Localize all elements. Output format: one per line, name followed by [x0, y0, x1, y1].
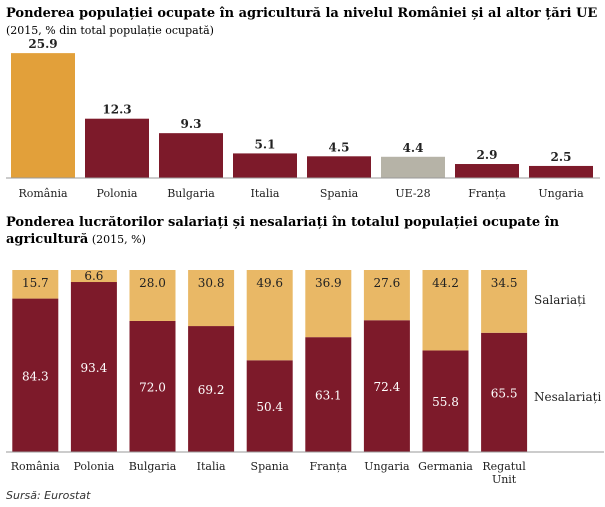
chart2-bar-salariati-2: [129, 270, 176, 321]
chart1-tick-label-2: Bulgaria: [167, 187, 215, 200]
chart2-bar-nesalariati-1: [70, 282, 117, 452]
chart2-bar-salariati-3: [188, 270, 235, 327]
chart2-tick-label-0: România: [11, 460, 60, 473]
chart2-tick-label-5: Franța: [310, 460, 348, 473]
chart2-value-label-salariati-5: 36.9: [315, 276, 342, 290]
chart1-tick-label-4: Spania: [320, 187, 359, 200]
chart2-tick-label-4: Spania: [251, 460, 290, 473]
chart2-value-label-nesalariati-3: 69.2: [198, 383, 225, 397]
chart-employment-share: Ponderea populației ocupate în agricultu…: [6, 6, 600, 200]
chart1-value-label-7: 2.5: [551, 150, 572, 164]
chart2-legend-nesalariati: Nesalariați: [534, 390, 601, 404]
chart1-bar-3: [233, 153, 297, 178]
chart1-value-label-3: 5.1: [255, 137, 276, 151]
chart1-value-label-2: 9.3: [181, 117, 202, 131]
chart2-tick-label-3: Italia: [197, 460, 226, 473]
source-note: Sursă: Eurostat: [6, 489, 91, 502]
chart2-tick-label-1: Polonia: [73, 460, 114, 473]
chart2-value-label-nesalariati-6: 72.4: [374, 380, 401, 394]
chart2-value-label-nesalariati-5: 63.1: [315, 389, 342, 403]
chart2-bar-salariati-0: [12, 270, 59, 299]
chart2-tick-label-6: Ungaria: [364, 460, 410, 473]
chart1-title: Ponderea populației ocupate în agricultu…: [6, 6, 597, 21]
chart2-value-label-nesalariati-8: 65.5: [491, 386, 518, 400]
chart1-bar-1: [85, 118, 149, 178]
chart2-bar-nesalariati-6: [363, 320, 410, 452]
chart2-bar-salariati-5: [305, 270, 352, 338]
chart1-bar-4: [307, 156, 371, 178]
chart2-value-label-salariati-6: 27.6: [374, 276, 401, 290]
chart1-tick-label-5: UE-28: [395, 187, 430, 200]
chart2-value-label-nesalariati-4: 50.4: [256, 400, 283, 414]
chart2-value-label-nesalariati-0: 84.3: [22, 369, 49, 383]
chart2-value-label-nesalariati-2: 72.0: [139, 380, 166, 394]
chart1-value-label-0: 25.9: [28, 37, 57, 51]
chart2-bar-nesalariati-5: [305, 337, 352, 452]
chart1-value-label-1: 12.3: [102, 103, 131, 117]
chart2-title-bold: Ponderea lucrătorilor salariați și nesal…: [6, 215, 560, 230]
chart1-bar-0: [11, 53, 75, 178]
chart2-tick-labels: România Polonia Bulgaria Italia Spania Franța…: [11, 460, 527, 486]
chart2-value-label-salariati-2: 28.0: [139, 276, 166, 290]
chart2-title-normal: (2015, %): [88, 233, 146, 246]
chart2-value-label-nesalariati-7: 55.8: [432, 395, 459, 409]
chart2-bar-nesalariati-0: [12, 298, 59, 452]
chart1-tick-label-3: Italia: [251, 187, 280, 200]
chart2-bar-nesalariati-3: [188, 326, 235, 452]
chart1-tick-label-6: Franța: [468, 187, 506, 200]
chart1-subtitle: (2015, % din total populație ocupată): [6, 24, 214, 37]
chart1-tick-labels: România Polonia Bulgaria Italia Spania UE-28 F…: [18, 187, 584, 200]
chart1-bar-7: [529, 165, 593, 178]
chart1-bars: 25.9 12.3 9.3 5.1 4.5 4.4 2.9 2.5: [11, 37, 593, 178]
chart2-value-label-salariati-7: 44.2: [432, 276, 459, 290]
chart2-tick-label-8-line1: Unit: [492, 473, 517, 486]
chart2-bar-nesalariati-4: [246, 360, 293, 452]
chart2-bars: 84.3 15.7 93.4 6.6 72.0 28.0 69.2 30.8 50.4 49.6 6…: [12, 269, 528, 452]
chart1-value-label-6: 2.9: [477, 148, 498, 162]
chart1-tick-label-1: Polonia: [97, 187, 138, 200]
chart1-bar-2: [159, 133, 223, 178]
chart2-value-label-nesalariati-1: 93.4: [81, 361, 108, 375]
chart2-tick-label-8: Regatul: [482, 460, 526, 473]
chart2-value-label-salariati-1: 6.6: [84, 269, 103, 283]
chart2-bar-salariati-6: [363, 270, 410, 321]
chart2-bar-nesalariati-2: [129, 320, 176, 452]
chart2-bar-salariati-8: [481, 270, 528, 333]
chart1-bar-5: [381, 156, 445, 178]
chart2-value-label-salariati-0: 15.7: [22, 276, 49, 290]
chart2-legend: Salariați Nesalariați: [534, 293, 601, 404]
chart2-bar-nesalariati-7: [422, 350, 469, 452]
chart2-value-label-salariati-8: 34.5: [491, 276, 518, 290]
chart2-bar-salariati-4: [246, 270, 293, 361]
chart2-tick-label-7: Germania: [418, 460, 473, 473]
chart2-value-label-salariati-3: 30.8: [198, 276, 225, 290]
chart2-legend-salariati: Salariați: [534, 293, 586, 307]
chart2-bar-salariati-7: [422, 270, 469, 351]
chart1-tick-label-0: România: [18, 187, 67, 200]
chart2-value-label-salariati-4: 49.6: [256, 276, 283, 290]
chart2-title-bold-2: agricultură: [6, 232, 89, 247]
chart-employees-vs-self-employed: Ponderea lucrătorilor salariați și nesal…: [6, 215, 604, 486]
chart2-bar-salariati-1: [70, 270, 117, 283]
chart2-tick-label-2: Bulgaria: [129, 460, 177, 473]
chart1-value-label-5: 4.4: [403, 141, 424, 155]
chart1-value-label-4: 4.5: [329, 140, 350, 154]
chart1-tick-label-7: Ungaria: [538, 187, 584, 200]
chart2-bar-nesalariati-8: [481, 332, 528, 452]
chart2-title: Ponderea lucrătorilor salariați și nesal…: [6, 215, 563, 247]
chart1-bar-6: [455, 164, 519, 178]
chart2-title-line2: agricultură (2015, %): [6, 232, 146, 247]
